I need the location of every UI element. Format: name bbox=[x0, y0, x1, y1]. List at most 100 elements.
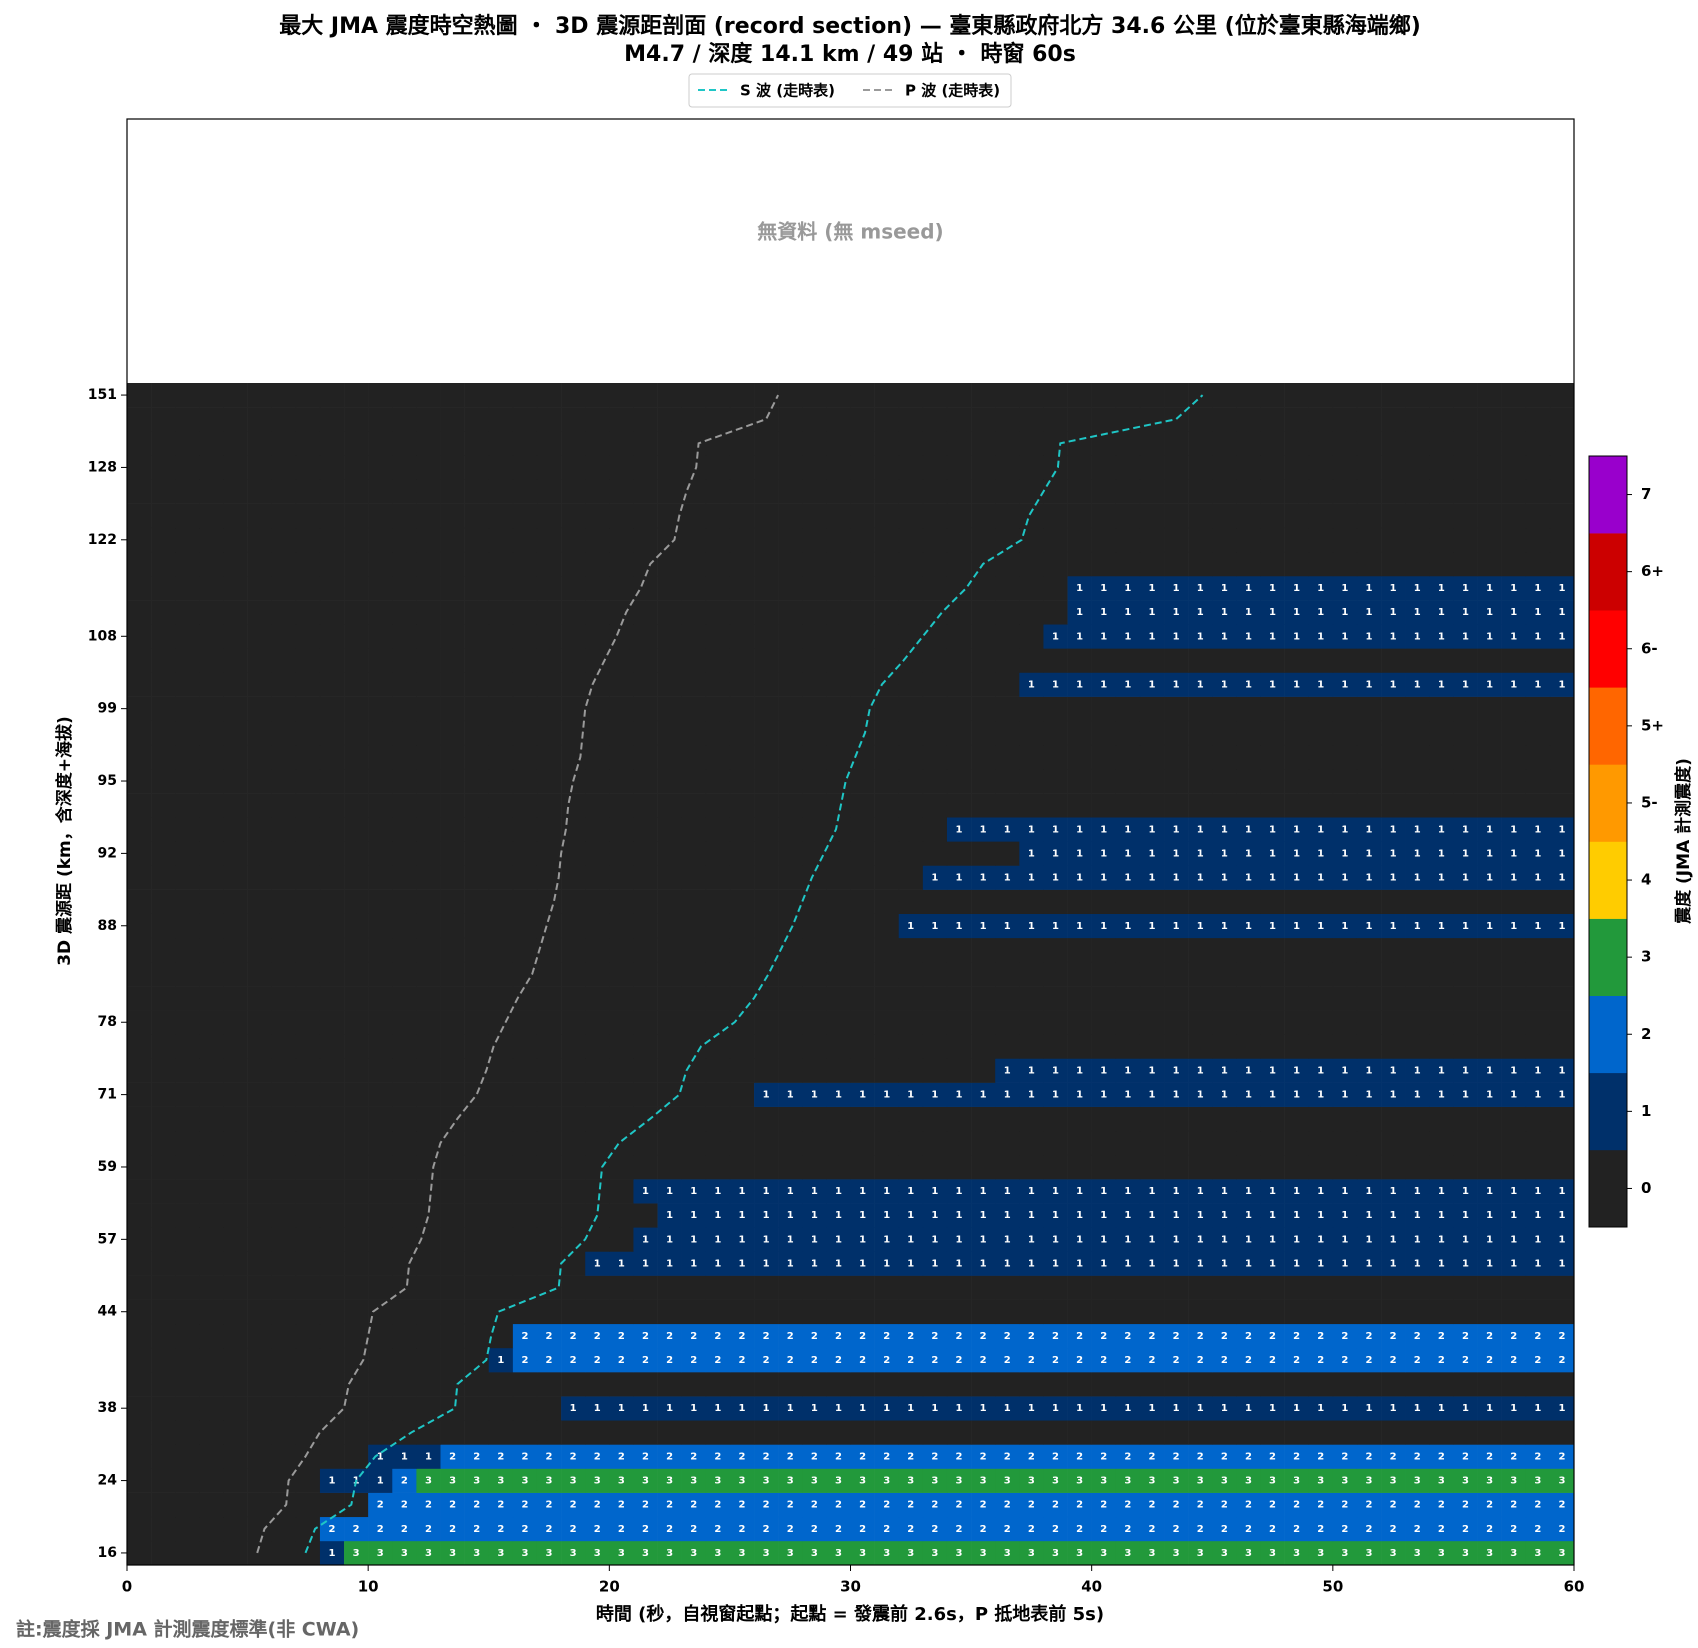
heat-cell bbox=[1139, 793, 1165, 818]
heat-cell bbox=[609, 383, 634, 408]
heat-cell bbox=[898, 479, 924, 504]
heat-cell bbox=[1381, 431, 1406, 456]
cell-label: 1 bbox=[1486, 848, 1493, 859]
colorbar-label: 5- bbox=[1641, 793, 1658, 811]
cell-label: 1 bbox=[1173, 680, 1180, 691]
heat-cell bbox=[705, 648, 731, 673]
cell-label: 1 bbox=[1173, 824, 1180, 835]
heat-cell bbox=[127, 937, 152, 963]
heat-cell bbox=[1405, 817, 1430, 842]
heat-cell bbox=[1332, 1323, 1358, 1349]
heat-cell bbox=[1043, 1010, 1068, 1035]
heat-cell bbox=[344, 913, 369, 939]
heat-cell bbox=[127, 1082, 152, 1107]
heat-cell bbox=[971, 937, 996, 963]
heat-cell bbox=[368, 961, 393, 987]
heat-cell bbox=[392, 1323, 417, 1349]
heat-cell bbox=[1501, 479, 1527, 504]
heat-cell bbox=[295, 1179, 321, 1204]
heat-cell bbox=[754, 431, 779, 456]
heat-cell bbox=[609, 696, 634, 722]
heat-cell bbox=[1549, 672, 1575, 697]
heat-cell bbox=[1019, 1130, 1044, 1156]
heat-cell bbox=[1139, 407, 1165, 432]
heat-cell bbox=[344, 817, 369, 842]
heat-cell bbox=[1236, 986, 1261, 1011]
cell-label: 2 bbox=[521, 1451, 528, 1462]
cell-label: 2 bbox=[401, 1524, 408, 1535]
heat-cell bbox=[729, 1203, 755, 1228]
heat-cell bbox=[874, 768, 900, 794]
heat-cell bbox=[223, 1516, 248, 1542]
heat-cell bbox=[1019, 961, 1044, 987]
heat-cell bbox=[946, 431, 972, 456]
cell-label: 1 bbox=[1221, 607, 1228, 618]
heat-cell bbox=[295, 455, 321, 480]
heat-cell bbox=[1453, 1396, 1478, 1421]
heat-cell bbox=[319, 672, 345, 697]
cell-label: 2 bbox=[594, 1331, 601, 1342]
heat-cell bbox=[1501, 1251, 1527, 1276]
cell-label: 1 bbox=[1197, 1234, 1204, 1245]
heat-cell bbox=[1525, 1323, 1551, 1349]
heat-cell bbox=[1236, 1492, 1261, 1518]
heat-cell bbox=[199, 1251, 224, 1276]
heat-cell bbox=[1212, 937, 1237, 963]
heat-cell bbox=[1115, 744, 1141, 770]
heat-cell bbox=[1115, 793, 1141, 818]
heat-cell bbox=[1356, 455, 1382, 480]
heat-cell bbox=[536, 1106, 562, 1132]
heat-cell bbox=[1091, 961, 1117, 987]
heat-cell bbox=[754, 1323, 779, 1349]
heat-cell bbox=[922, 624, 948, 649]
cell-label: 2 bbox=[811, 1331, 818, 1342]
heat-cell bbox=[1091, 1251, 1117, 1276]
heat-cell bbox=[609, 768, 634, 794]
cell-label: 1 bbox=[1438, 921, 1445, 932]
heat-cell bbox=[1284, 600, 1310, 625]
heat-cell bbox=[922, 1203, 948, 1228]
heat-cell bbox=[440, 1275, 465, 1300]
cell-label: 2 bbox=[1486, 1355, 1493, 1366]
heat-cell bbox=[1429, 1058, 1454, 1083]
heat-cell bbox=[1453, 1106, 1478, 1132]
heat-cell bbox=[247, 768, 272, 794]
heat-cell bbox=[1501, 1468, 1527, 1493]
colorbar-title: 震度 (JMA 計測震度) bbox=[1673, 758, 1694, 925]
cell-label: 1 bbox=[401, 1451, 408, 1462]
heat-cell bbox=[1212, 624, 1237, 649]
heat-cell bbox=[368, 575, 393, 601]
heat-cell bbox=[609, 1323, 634, 1349]
heat-cell bbox=[1525, 986, 1551, 1011]
heat-cell bbox=[1188, 1034, 1213, 1059]
cell-label: 2 bbox=[1028, 1331, 1035, 1342]
heat-cell bbox=[971, 889, 996, 914]
heat-cell bbox=[271, 720, 297, 746]
heat-cell bbox=[1260, 913, 1285, 939]
heat-cell bbox=[1188, 889, 1213, 914]
heat-cell bbox=[1381, 1372, 1406, 1397]
heat-cell bbox=[1501, 961, 1527, 987]
heat-cell bbox=[512, 527, 538, 553]
heat-cell bbox=[175, 768, 200, 794]
colorbar-segment bbox=[1589, 764, 1627, 842]
heat-cell bbox=[1139, 383, 1165, 408]
heat-cell bbox=[199, 1516, 224, 1542]
cell-label: 2 bbox=[883, 1451, 890, 1462]
heat-cell bbox=[874, 841, 900, 866]
cell-label: 1 bbox=[1245, 1258, 1252, 1269]
heat-cell bbox=[1405, 986, 1430, 1011]
heat-cell bbox=[609, 575, 634, 601]
heat-cell bbox=[1043, 744, 1068, 770]
heat-cell bbox=[271, 672, 297, 697]
heat-cell bbox=[344, 841, 369, 866]
cell-label: 1 bbox=[1486, 1210, 1493, 1221]
heat-cell bbox=[1188, 1154, 1213, 1180]
heat-cell bbox=[127, 1154, 152, 1180]
cell-label: 1 bbox=[1004, 1403, 1011, 1414]
heat-cell bbox=[826, 407, 851, 432]
heat-cell bbox=[729, 986, 755, 1011]
heat-cell bbox=[705, 1179, 731, 1204]
heat-cell bbox=[1525, 817, 1551, 842]
cell-label: 1 bbox=[1414, 1210, 1421, 1221]
